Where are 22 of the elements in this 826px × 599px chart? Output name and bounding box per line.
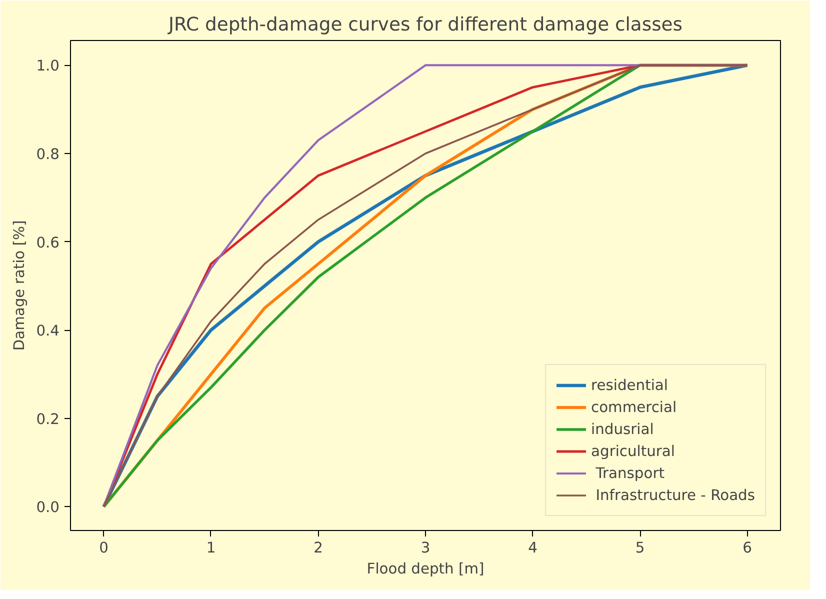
chart-title: JRC depth-damage curves for different damage classes [168, 14, 682, 36]
legend-label: Transport [594, 464, 664, 482]
y-tick-label: 0.8 [36, 146, 60, 164]
y-tick-label: 0.4 [36, 322, 60, 340]
legend-label: commercial [591, 398, 677, 416]
x-axis-title: Flood depth [m] [366, 560, 484, 578]
y-tick-label: 0.0 [36, 499, 60, 516]
x-tick-label: 2 [314, 540, 323, 556]
legend-label: Infrastructure - Roads [594, 486, 755, 504]
y-tick-label: 0.2 [36, 410, 60, 428]
x-tick-label: 3 [420, 540, 430, 556]
y-axis-title: Damage ratio [%] [11, 220, 28, 351]
x-tick-label: 5 [635, 540, 645, 556]
legend-label: indusrial [591, 420, 654, 438]
legend-label: agricultural [591, 442, 675, 460]
x-tick-label: 4 [528, 540, 538, 556]
x-tick-label: 1 [206, 540, 216, 556]
x-tick-label: 0 [99, 540, 108, 556]
y-tick-label: 0.6 [36, 234, 60, 252]
x-tick-label: 6 [742, 540, 752, 556]
legend-label: residential [591, 376, 668, 394]
y-tick-label: 1.0 [36, 58, 60, 75]
